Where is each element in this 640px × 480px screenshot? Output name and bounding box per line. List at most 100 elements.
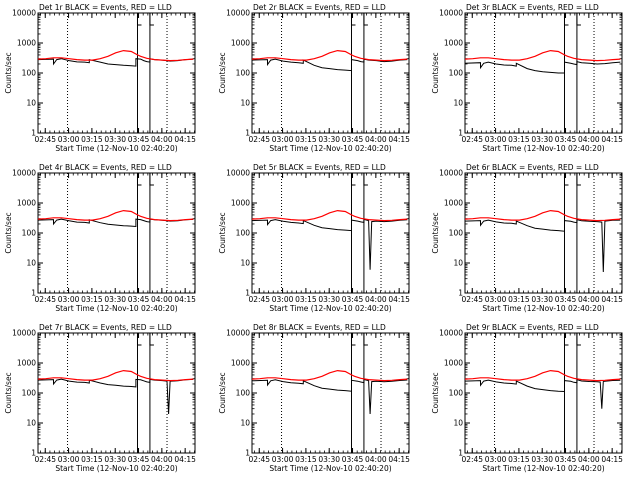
- x-tick-label: 03:15: [508, 295, 530, 304]
- x-tick-label: 04:15: [601, 455, 623, 464]
- plot-frame: [464, 332, 623, 454]
- panel-title: Det 8r BLACK = Events, RED = LLD: [253, 323, 386, 332]
- lld-series-line: [252, 209, 408, 222]
- x-tick-label: 02:45: [34, 135, 56, 144]
- y-tick-label: 1: [458, 129, 463, 138]
- y-tick-label: 10: [240, 99, 250, 108]
- x-tick-label: 03:45: [342, 135, 364, 144]
- plot-frame: [37, 172, 196, 294]
- y-axis-label: Counts/sec: [431, 52, 440, 93]
- x-tick-label: 03:45: [128, 455, 150, 464]
- events-series-line: [465, 218, 621, 273]
- panel-det-5r: Det 5r BLACK = Events, RED = LLD 1 10 100 10…: [218, 163, 410, 313]
- y-axis-label: Counts/sec: [4, 52, 13, 93]
- x-axis-label: Start Time (12-Nov-10 02:40:20): [55, 304, 177, 313]
- y-tick-label: 10000: [12, 169, 36, 178]
- x-tick-label: 04:00: [365, 455, 387, 464]
- panel-title: Det 7r BLACK = Events, RED = LLD: [39, 323, 172, 332]
- x-tick-label: 03:15: [81, 135, 103, 144]
- plot-frame: [464, 12, 623, 134]
- events-series-line: [38, 378, 194, 415]
- step-mark: [576, 13, 581, 26]
- y-tick-label: 1: [31, 449, 36, 458]
- x-tick-label: 03:15: [295, 135, 317, 144]
- x-tick-label: 04:15: [174, 295, 196, 304]
- y-tick-label: 10000: [439, 169, 463, 178]
- y-tick-label: 1: [458, 289, 463, 298]
- y-tick-label: 1000: [444, 359, 463, 368]
- y-tick-label: 10000: [439, 329, 463, 338]
- x-tick-label: 04:15: [388, 455, 410, 464]
- x-axis-label: Start Time (12-Nov-10 02:40:20): [55, 464, 177, 473]
- x-tick-label: 03:30: [318, 455, 340, 464]
- panel-det-7r: Det 7r BLACK = Events, RED = LLD 1 10 100 10…: [4, 323, 196, 473]
- x-tick-label: 03:45: [555, 455, 577, 464]
- x-tick-label: 03:45: [555, 295, 577, 304]
- y-tick-label: 10: [453, 259, 463, 268]
- x-tick-label: 03:00: [58, 455, 80, 464]
- plot-frame: [37, 332, 196, 454]
- y-axis-label: Counts/sec: [4, 212, 13, 253]
- y-tick-label: 1: [245, 129, 250, 138]
- step-mark: [363, 333, 368, 346]
- x-tick-label: 04:15: [174, 455, 196, 464]
- y-tick-label: 100: [236, 229, 251, 238]
- events-series-line: [465, 379, 621, 409]
- plot-frame: [251, 12, 410, 134]
- x-tick-label: 04:15: [601, 135, 623, 144]
- y-axis-label: Counts/sec: [218, 372, 227, 413]
- x-tick-label: 04:00: [151, 295, 173, 304]
- lld-series-line: [465, 369, 621, 382]
- y-tick-label: 10: [453, 419, 463, 428]
- x-tick-label: 03:15: [81, 455, 103, 464]
- step-mark: [149, 333, 154, 346]
- events-series-line: [252, 378, 408, 415]
- plot-frame: [464, 172, 623, 294]
- y-tick-label: 100: [449, 389, 464, 398]
- y-tick-label: 10000: [226, 9, 250, 18]
- y-tick-label: 10000: [439, 9, 463, 18]
- x-tick-label: 03:30: [104, 135, 126, 144]
- x-axis-label: Start Time (12-Nov-10 02:40:20): [269, 464, 391, 473]
- lld-series-line: [38, 49, 194, 62]
- events-series-line: [38, 58, 194, 67]
- x-tick-label: 03:30: [318, 295, 340, 304]
- x-axis-label: Start Time (12-Nov-10 02:40:20): [482, 304, 604, 313]
- y-axis-label: Counts/sec: [218, 212, 227, 253]
- panel-det-4r: Det 4r BLACK = Events, RED = LLD 1 10 100 10…: [4, 163, 196, 313]
- y-tick-label: 100: [22, 69, 37, 78]
- x-axis-label: Start Time (12-Nov-10 02:40:20): [55, 144, 177, 153]
- step-mark: [363, 173, 368, 186]
- y-tick-label: 100: [22, 389, 37, 398]
- x-tick-label: 03:30: [104, 295, 126, 304]
- events-series-line: [252, 218, 408, 270]
- step-mark: [576, 333, 581, 346]
- x-tick-label: 02:45: [248, 455, 270, 464]
- panel-det-1r: Det 1r BLACK = Events, RED = LLD 1 10 100 10…: [4, 3, 196, 153]
- x-tick-label: 03:00: [485, 455, 507, 464]
- step-mark: [363, 13, 368, 26]
- panel-title: Det 9r BLACK = Events, RED = LLD: [466, 323, 599, 332]
- y-tick-label: 1: [31, 289, 36, 298]
- step-mark: [149, 173, 154, 186]
- y-tick-label: 100: [22, 229, 37, 238]
- x-tick-label: 03:00: [58, 295, 80, 304]
- x-tick-label: 03:30: [531, 135, 553, 144]
- x-tick-label: 04:00: [578, 455, 600, 464]
- x-axis-label: Start Time (12-Nov-10 02:40:20): [482, 464, 604, 473]
- step-mark: [136, 13, 142, 26]
- x-tick-label: 02:45: [34, 455, 56, 464]
- lld-series-line: [252, 49, 408, 62]
- x-tick-label: 04:00: [578, 135, 600, 144]
- panel-title: Det 4r BLACK = Events, RED = LLD: [39, 163, 172, 172]
- x-tick-label: 04:15: [388, 135, 410, 144]
- lld-series-line: [38, 369, 194, 382]
- y-tick-label: 1000: [444, 199, 463, 208]
- y-tick-label: 1000: [231, 199, 250, 208]
- panel-title: Det 1r BLACK = Events, RED = LLD: [39, 3, 172, 12]
- lld-series-line: [38, 209, 194, 222]
- y-tick-label: 10: [453, 99, 463, 108]
- y-tick-label: 1: [245, 449, 250, 458]
- x-tick-label: 02:45: [248, 295, 270, 304]
